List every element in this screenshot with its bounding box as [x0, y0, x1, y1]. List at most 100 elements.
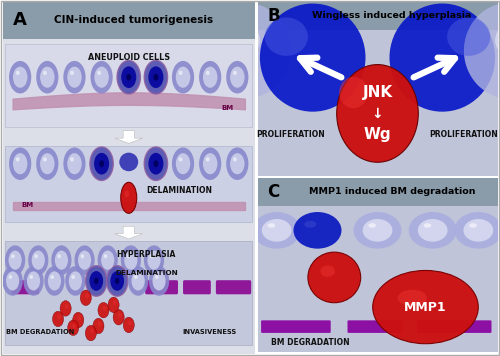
- Ellipse shape: [40, 67, 54, 88]
- FancyBboxPatch shape: [5, 146, 252, 222]
- Ellipse shape: [48, 271, 61, 290]
- Ellipse shape: [9, 147, 32, 180]
- Text: MMP1 induced BM degradation: MMP1 induced BM degradation: [308, 188, 475, 197]
- Ellipse shape: [176, 67, 190, 88]
- Ellipse shape: [34, 254, 38, 258]
- Ellipse shape: [65, 304, 69, 309]
- Ellipse shape: [13, 67, 28, 88]
- Ellipse shape: [108, 297, 119, 313]
- Ellipse shape: [28, 245, 48, 275]
- Ellipse shape: [117, 61, 140, 94]
- FancyBboxPatch shape: [5, 241, 252, 345]
- Ellipse shape: [144, 61, 168, 94]
- Ellipse shape: [230, 153, 244, 174]
- Ellipse shape: [94, 153, 109, 174]
- Ellipse shape: [101, 251, 114, 270]
- Ellipse shape: [121, 66, 136, 88]
- Ellipse shape: [368, 223, 376, 228]
- Ellipse shape: [134, 275, 138, 279]
- Ellipse shape: [98, 302, 109, 318]
- Ellipse shape: [362, 219, 392, 242]
- Ellipse shape: [124, 190, 129, 198]
- Ellipse shape: [50, 275, 54, 279]
- Ellipse shape: [339, 77, 368, 108]
- Ellipse shape: [44, 266, 64, 296]
- Ellipse shape: [11, 254, 15, 258]
- Ellipse shape: [294, 212, 342, 248]
- Ellipse shape: [85, 293, 89, 298]
- Ellipse shape: [123, 317, 134, 333]
- Ellipse shape: [454, 212, 500, 248]
- Ellipse shape: [128, 320, 132, 325]
- Ellipse shape: [78, 251, 91, 270]
- Text: Wingless induced hyperplasia: Wingless induced hyperplasia: [312, 11, 472, 20]
- Text: A: A: [12, 11, 26, 30]
- Ellipse shape: [8, 275, 12, 279]
- Ellipse shape: [495, 21, 500, 59]
- Ellipse shape: [30, 275, 33, 279]
- Ellipse shape: [390, 4, 495, 112]
- Ellipse shape: [200, 2, 291, 99]
- Ellipse shape: [94, 67, 109, 88]
- Ellipse shape: [148, 251, 160, 270]
- Ellipse shape: [69, 271, 82, 290]
- Ellipse shape: [144, 245, 164, 275]
- Ellipse shape: [199, 147, 222, 180]
- Text: PROLIFERATION: PROLIFERATION: [256, 130, 326, 139]
- Ellipse shape: [226, 147, 248, 180]
- Ellipse shape: [264, 17, 308, 56]
- Ellipse shape: [176, 153, 190, 174]
- Ellipse shape: [464, 2, 500, 99]
- Ellipse shape: [252, 212, 300, 248]
- Ellipse shape: [233, 71, 237, 75]
- Text: INVASIVENESS: INVASIVENESS: [182, 329, 236, 335]
- FancyBboxPatch shape: [12, 280, 39, 294]
- Ellipse shape: [8, 251, 22, 270]
- Text: BM: BM: [22, 202, 34, 208]
- Ellipse shape: [126, 74, 131, 80]
- Ellipse shape: [98, 321, 102, 326]
- Text: MMP1: MMP1: [404, 300, 447, 314]
- Ellipse shape: [57, 314, 62, 319]
- Text: B: B: [267, 7, 280, 25]
- Ellipse shape: [106, 266, 128, 296]
- Ellipse shape: [58, 254, 61, 258]
- Ellipse shape: [154, 160, 158, 167]
- Ellipse shape: [206, 157, 210, 162]
- Ellipse shape: [226, 61, 248, 94]
- Ellipse shape: [32, 251, 45, 270]
- FancyBboxPatch shape: [216, 280, 251, 294]
- Ellipse shape: [121, 182, 136, 213]
- FancyBboxPatch shape: [145, 280, 178, 294]
- Ellipse shape: [128, 266, 148, 296]
- Ellipse shape: [93, 318, 104, 334]
- Ellipse shape: [6, 271, 19, 290]
- Ellipse shape: [70, 71, 74, 75]
- Text: ANEUPLOID CELLS: ANEUPLOID CELLS: [88, 53, 170, 62]
- Text: C: C: [267, 183, 280, 201]
- Text: Wg: Wg: [364, 127, 392, 142]
- Ellipse shape: [148, 153, 164, 174]
- FancyBboxPatch shape: [2, 39, 255, 354]
- Ellipse shape: [154, 74, 158, 80]
- Ellipse shape: [110, 271, 124, 291]
- Ellipse shape: [97, 71, 101, 75]
- Ellipse shape: [80, 254, 84, 258]
- Ellipse shape: [118, 313, 122, 318]
- Ellipse shape: [67, 67, 82, 88]
- FancyBboxPatch shape: [5, 44, 252, 127]
- Ellipse shape: [70, 157, 74, 162]
- Ellipse shape: [464, 219, 493, 242]
- Ellipse shape: [155, 275, 158, 279]
- Ellipse shape: [121, 245, 141, 275]
- Ellipse shape: [230, 67, 244, 88]
- Ellipse shape: [216, 21, 260, 59]
- Ellipse shape: [372, 271, 478, 344]
- Ellipse shape: [24, 266, 44, 296]
- Ellipse shape: [260, 4, 366, 112]
- Ellipse shape: [55, 251, 68, 270]
- Ellipse shape: [304, 221, 316, 228]
- Ellipse shape: [72, 323, 76, 328]
- Ellipse shape: [60, 301, 71, 316]
- Ellipse shape: [144, 147, 168, 180]
